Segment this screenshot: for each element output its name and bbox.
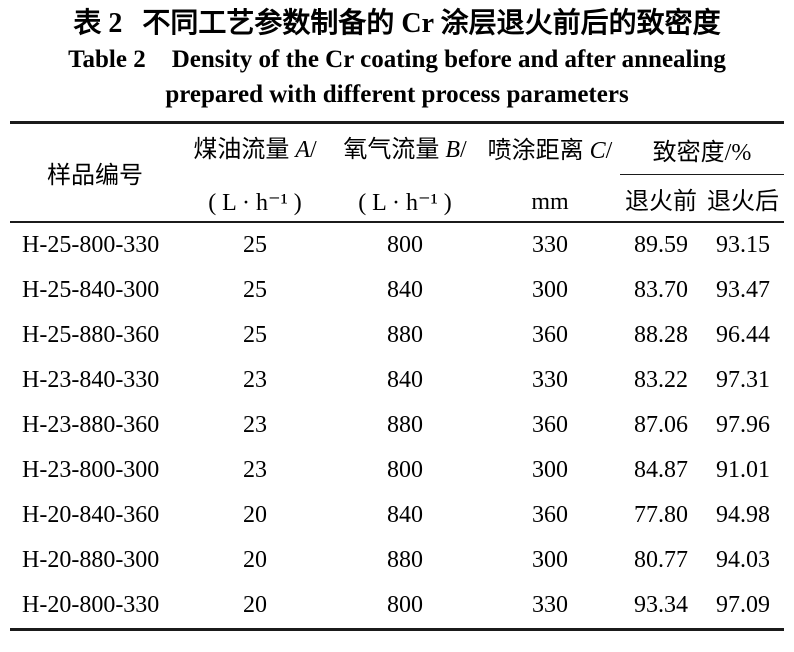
header-oxygen-name: 氧气流量 xyxy=(343,136,440,163)
table-row: H-23-880-360 23 880 360 87.06 97.96 xyxy=(10,403,784,448)
cell-sample-id: H-23-840-330 xyxy=(22,367,160,393)
cell-density-after: 94.98 xyxy=(716,502,770,528)
header-oxygen-symbol: B xyxy=(445,136,460,163)
cell-oxygen: 800 xyxy=(387,592,423,618)
table-number-zh: 表 2 xyxy=(73,8,123,39)
cell-kerosene: 23 xyxy=(243,412,267,438)
cell-sample-id: H-23-800-300 xyxy=(22,457,160,483)
header-distance-slash: / xyxy=(605,137,613,164)
cell-distance: 360 xyxy=(532,322,568,348)
header-after-annealing: 退火后 xyxy=(707,188,779,215)
cell-distance: 360 xyxy=(532,502,568,528)
cell-density-before: 80.77 xyxy=(634,547,688,573)
cell-oxygen: 880 xyxy=(387,322,423,348)
header-kerosene-symbol: A xyxy=(295,136,310,163)
header-distance-name: 喷涂距离 xyxy=(487,137,584,164)
cell-density-before: 89.59 xyxy=(634,232,688,258)
cell-distance: 330 xyxy=(532,232,568,258)
data-table: 样品编号 煤油流量 A/ ( L · h⁻¹ ) 氧气流量 B/ ( L · h… xyxy=(10,121,785,631)
header-kerosene-slash: / xyxy=(310,136,317,163)
cell-kerosene: 23 xyxy=(243,457,267,483)
table-row: H-20-880-300 20 880 300 80.77 94.03 xyxy=(10,538,784,583)
table-number-en: Table 2 xyxy=(68,46,146,73)
cell-density-after: 91.01 xyxy=(716,457,770,483)
table-body: H-25-800-330 25 800 330 89.59 93.15 H-25… xyxy=(10,222,784,630)
cell-kerosene: 25 xyxy=(243,232,267,258)
cell-density-after: 96.44 xyxy=(716,322,770,348)
table-title-zh: 不同工艺参数制备的 Cr 涂层退火前后的致密度 xyxy=(142,8,721,39)
cell-oxygen: 880 xyxy=(387,412,423,438)
cell-distance: 330 xyxy=(532,592,568,618)
header-kerosene-flow: 煤油流量 A/ ( L · h⁻¹ ) xyxy=(180,123,330,223)
cell-density-before: 88.28 xyxy=(634,322,688,348)
header-oxygen-unit: ( L · h⁻¹ ) xyxy=(358,189,452,216)
table-caption-en: Table 2 Density of the Cr coating before … xyxy=(0,42,794,78)
cell-oxygen: 800 xyxy=(387,232,423,258)
cell-density-after: 93.47 xyxy=(716,277,770,303)
cell-density-before: 83.22 xyxy=(634,367,688,393)
cell-oxygen: 800 xyxy=(387,457,423,483)
header-oxygen-flow: 氧气流量 B/ ( L · h⁻¹ ) xyxy=(330,123,480,223)
cell-sample-id: H-25-800-330 xyxy=(22,232,160,258)
table-title-en-line1: Density of the Cr coating before and aft… xyxy=(171,46,726,73)
header-kerosene-name: 煤油流量 xyxy=(193,136,290,163)
cell-density-after: 97.09 xyxy=(716,592,770,618)
table-row: H-23-800-300 23 800 300 84.87 91.01 xyxy=(10,448,784,493)
cell-distance: 360 xyxy=(532,412,568,438)
cell-density-after: 93.15 xyxy=(716,232,770,258)
cell-kerosene: 20 xyxy=(243,547,267,573)
cell-density-before: 83.70 xyxy=(634,277,688,303)
cell-density-before: 93.34 xyxy=(634,592,688,618)
table-title-en-line2: prepared with different process paramete… xyxy=(165,81,629,108)
cell-oxygen: 840 xyxy=(387,502,423,528)
cell-density-before: 77.80 xyxy=(634,502,688,528)
header-distance-unit: mm xyxy=(531,188,569,215)
cell-sample-id: H-23-880-360 xyxy=(22,412,160,438)
cell-sample-id: H-25-840-300 xyxy=(22,277,160,303)
cell-sample-id: H-25-880-360 xyxy=(22,322,160,348)
cell-kerosene: 25 xyxy=(243,277,267,303)
table-row: H-20-840-360 20 840 360 77.80 94.98 xyxy=(10,493,784,538)
header-oxygen-slash: / xyxy=(460,136,467,163)
table-row: H-20-800-330 20 800 330 93.34 97.09 xyxy=(10,583,784,630)
cell-density-before: 84.87 xyxy=(634,457,688,483)
cell-kerosene: 20 xyxy=(243,592,267,618)
cell-oxygen: 840 xyxy=(387,367,423,393)
cell-distance: 330 xyxy=(532,367,568,393)
cell-distance: 300 xyxy=(532,547,568,573)
header-spray-distance: 喷涂距离 C/ mm xyxy=(480,123,620,223)
header-distance-symbol: C xyxy=(589,137,606,164)
table-row: H-23-840-330 23 840 330 83.22 97.31 xyxy=(10,358,784,403)
header-density-group: 致密度/% xyxy=(620,122,785,175)
table-row: H-25-880-360 25 880 360 88.28 96.44 xyxy=(10,313,784,358)
header-kerosene-unit: ( L · h⁻¹ ) xyxy=(208,189,302,216)
table-caption-zh: 表 2 不同工艺参数制备的 Cr 涂层退火前后的致密度 xyxy=(0,0,794,42)
cell-kerosene: 20 xyxy=(243,502,267,528)
cell-density-after: 94.03 xyxy=(716,547,770,573)
table-header: 样品编号 煤油流量 A/ ( L · h⁻¹ ) 氧气流量 B/ ( L · h… xyxy=(10,122,785,223)
cell-oxygen: 840 xyxy=(387,277,423,303)
header-sample-id: 样品编号 xyxy=(47,163,143,189)
cell-distance: 300 xyxy=(532,277,568,303)
cell-kerosene: 25 xyxy=(243,322,267,348)
header-before-annealing: 退火前 xyxy=(625,188,697,215)
cell-sample-id: H-20-840-360 xyxy=(22,502,160,528)
cell-distance: 300 xyxy=(532,457,568,483)
cell-density-before: 87.06 xyxy=(634,412,688,438)
cell-kerosene: 23 xyxy=(243,367,267,393)
table-row: H-25-840-300 25 840 300 83.70 93.47 xyxy=(10,268,784,313)
cell-density-after: 97.96 xyxy=(716,412,770,438)
table-row: H-25-800-330 25 800 330 89.59 93.15 xyxy=(10,222,784,268)
cell-density-after: 97.31 xyxy=(716,367,770,393)
cell-oxygen: 880 xyxy=(387,547,423,573)
cell-sample-id: H-20-800-330 xyxy=(22,592,160,618)
cell-sample-id: H-20-880-300 xyxy=(22,547,160,573)
